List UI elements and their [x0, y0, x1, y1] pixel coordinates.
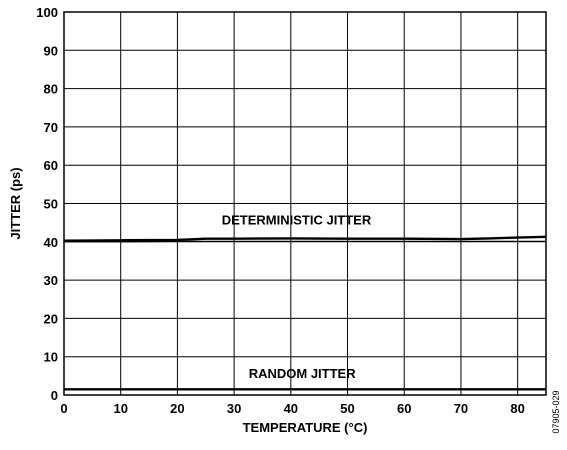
y-tick-label: 30	[44, 273, 58, 288]
deterministic-jitter-label: DETERMINISTIC JITTER	[222, 213, 372, 228]
plot-frame	[63, 11, 547, 396]
x-tick-label: 50	[340, 401, 354, 416]
y-tick-label: 100	[36, 5, 58, 20]
x-tick-label: 40	[284, 401, 298, 416]
deterministic-jitter-line	[63, 235, 547, 242]
x-tick-label: 60	[397, 401, 411, 416]
x-tick-label: 10	[113, 401, 127, 416]
y-tick-label: 20	[44, 311, 58, 326]
series-layer	[63, 235, 547, 391]
y-tick-label: 40	[44, 235, 58, 250]
y-tick-label: 80	[44, 82, 58, 97]
figure-code: 07905-029	[551, 390, 561, 433]
y-tick-label: 90	[44, 43, 58, 58]
y-tick-label: 0	[51, 388, 58, 403]
tick-labels: 0 10 20 30 40 50 60 70 80 0 10 20 30 40 50 60 70 80 90 100	[36, 5, 525, 416]
x-axis-title: TEMPERATURE (°C)	[243, 420, 368, 435]
y-tick-label: 70	[44, 120, 58, 135]
x-tick-label: 70	[454, 401, 468, 416]
x-tick-label: 30	[227, 401, 241, 416]
y-axis-title: JITTER (ps)	[8, 167, 23, 239]
x-tick-label: 80	[510, 401, 524, 416]
y-tick-label: 50	[44, 197, 58, 212]
grid-layer	[64, 12, 546, 395]
x-tick-label: 20	[170, 401, 184, 416]
x-tick-label: 0	[60, 401, 67, 416]
y-tick-label: 10	[44, 350, 58, 365]
random-jitter-label: RANDOM JITTER	[249, 366, 357, 381]
y-tick-label: 60	[44, 158, 58, 173]
